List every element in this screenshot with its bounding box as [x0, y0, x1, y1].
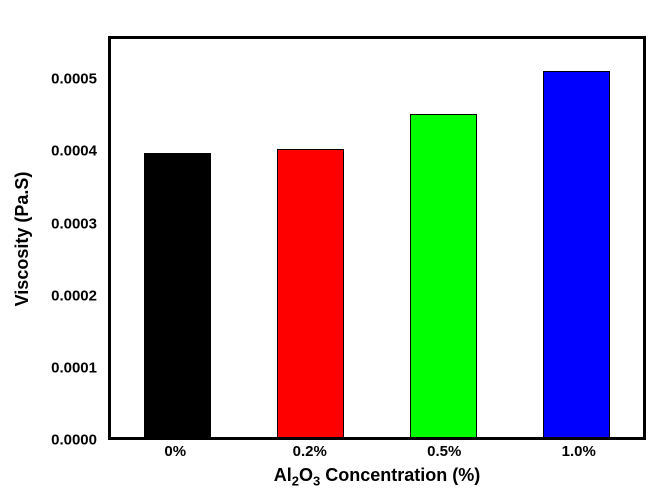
bar-slot-0% — [111, 39, 244, 437]
bar-slot-0.2% — [244, 39, 377, 437]
bars-container — [111, 39, 643, 437]
y-tick-label-0.0001: 0.0001 — [51, 359, 97, 377]
x-title-subscript-2: 3 — [313, 473, 321, 489]
y-tick-label-0.0004: 0.0004 — [51, 142, 97, 160]
y-axis-title: Viscosity (Pa.S) — [12, 171, 32, 307]
x-tick-label-0%: 0% — [164, 443, 187, 460]
bar-1.0% — [543, 70, 610, 437]
x-axis-title: Al2O3 Concentration (%) — [108, 465, 646, 489]
plot-area — [108, 36, 646, 440]
bar-0.5% — [410, 113, 477, 437]
bar-slot-0.5% — [377, 39, 510, 437]
y-tick-label-0.0005: 0.0005 — [51, 70, 97, 88]
y-tick-label-0.0003: 0.0003 — [51, 215, 97, 233]
y-tick-label-0.0002: 0.0002 — [51, 287, 97, 305]
bar-slot-1.0% — [510, 39, 643, 437]
x-axis-tick-labels: 0% 0.2% 0.5% 1.0% — [108, 443, 646, 460]
x-tick-label-0.5%: 0.5% — [427, 443, 462, 460]
x-title-rest: Concentration (%) — [320, 465, 481, 485]
x-tick-label-0.2%: 0.2% — [292, 443, 327, 460]
bar-0% — [144, 152, 211, 437]
bar-0.2% — [277, 149, 344, 437]
x-title-element-2: O — [298, 465, 313, 485]
y-tick-label-0.0000: 0.0000 — [51, 431, 97, 449]
x-title-element-1: Al — [273, 465, 292, 485]
x-title-subscript-1: 2 — [291, 473, 299, 489]
x-tick-label-1.0%: 1.0% — [561, 443, 596, 460]
